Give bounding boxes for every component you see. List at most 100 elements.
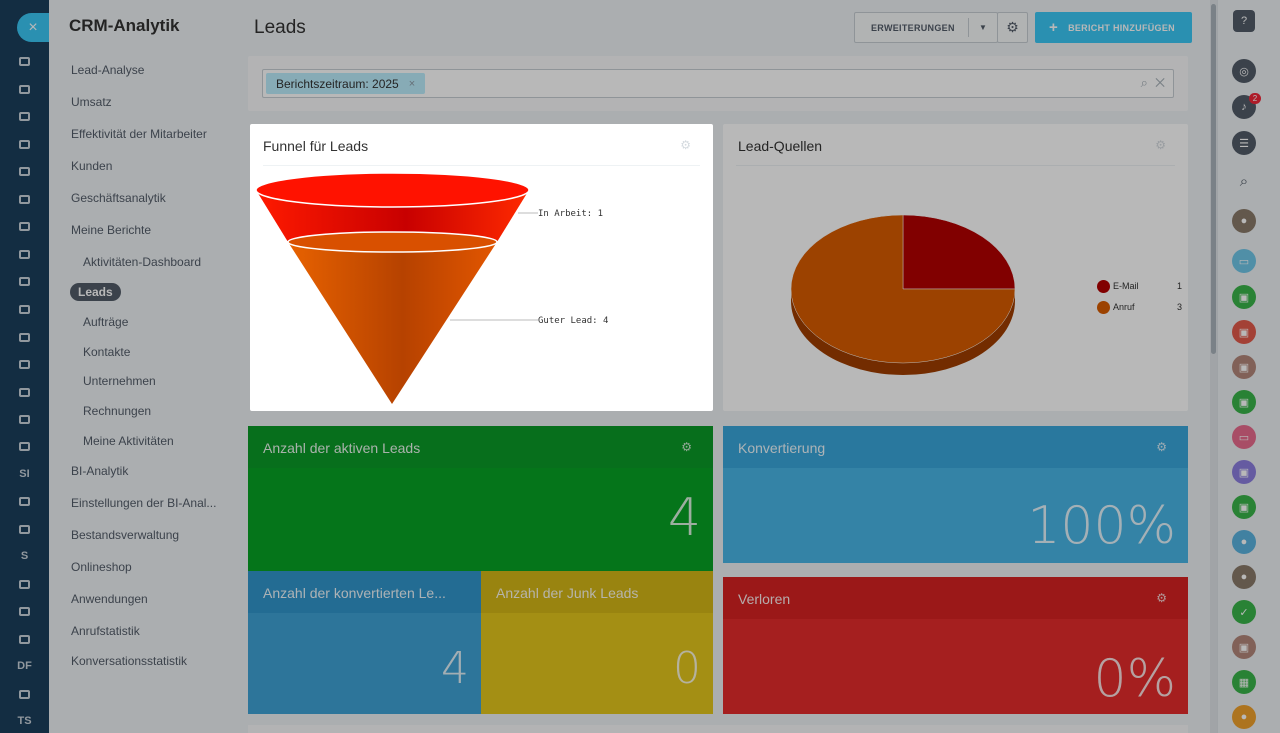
rail-chat-icon[interactable]: [0, 135, 49, 153]
group-icon[interactable]: ●: [1232, 530, 1256, 554]
menu-item-bi-analytik[interactable]: BI-Analytik: [71, 464, 129, 478]
gear-icon[interactable]: ⚙: [1155, 138, 1166, 152]
lock-icon[interactable]: ▣: [1232, 285, 1256, 309]
rail-home-icon[interactable]: [0, 52, 49, 70]
menu-item-geschaeftsanalytik[interactable]: Geschäftsanalytik: [71, 191, 166, 205]
menu-item-umsatz[interactable]: Umsatz: [71, 95, 112, 109]
menu-item-bestandsverwaltung[interactable]: Bestandsverwaltung: [71, 528, 180, 542]
avatar[interactable]: ●: [1232, 209, 1256, 233]
lost-title: Verloren: [738, 591, 791, 607]
check-icon[interactable]: ✓: [1232, 600, 1256, 624]
lock-icon[interactable]: ▣: [1232, 460, 1256, 484]
gear-icon[interactable]: ⚙: [1156, 591, 1167, 605]
gear-icon[interactable]: ⚙: [680, 138, 691, 152]
close-icon[interactable]: ×: [17, 13, 49, 42]
rail-feed-icon[interactable]: [0, 107, 49, 125]
group-icon[interactable]: ●: [1232, 705, 1256, 729]
rail-code-icon[interactable]: [0, 630, 49, 648]
calendar-icon[interactable]: ▦: [1232, 670, 1256, 694]
rail-check-icon[interactable]: [0, 190, 49, 208]
search-icon[interactable]: ⌕: [1140, 75, 1148, 90]
settings-gear-button[interactable]: ⚙: [997, 12, 1028, 43]
rail-mail-icon[interactable]: [0, 492, 49, 510]
page-title: Leads: [254, 17, 306, 38]
search-icon[interactable]: ⌕: [1239, 172, 1249, 190]
gear-icon[interactable]: ⚙: [681, 440, 692, 454]
pie-slice-anruf[interactable]: [790, 214, 1016, 364]
menu-item-aktivitaeten-dashboard[interactable]: Aktivitäten-Dashboard: [83, 255, 202, 269]
lead-sources-pie-chart: [790, 214, 1016, 375]
extensions-button[interactable]: ERWEITERUNGEN ▼: [854, 12, 998, 43]
scrollbar[interactable]: [1210, 0, 1217, 733]
chat-icon[interactable]: ▭: [1232, 249, 1256, 273]
menu-item-effektivitaet[interactable]: Effektivität der Mitarbeiter: [71, 127, 207, 141]
rail-robot-icon[interactable]: [0, 520, 49, 538]
menu-item-konversationsstatistik[interactable]: Konversationsstatistik: [71, 654, 188, 668]
chip-remove-icon[interactable]: ×: [408, 77, 416, 90]
filter-actions: ⌕ ✕: [1141, 75, 1165, 91]
legend-name: E-Mail: [1113, 281, 1139, 291]
legend-name: Anruf: [1113, 302, 1135, 312]
active-leads-tile: Anzahl der aktiven Leads ⚙ 4: [248, 426, 713, 571]
menu-item-kunden[interactable]: Kunden: [71, 159, 113, 173]
rail-sign-icon[interactable]: [0, 410, 49, 428]
rail-market-icon[interactable]: [0, 575, 49, 593]
copilot-icon[interactable]: ◎: [1232, 59, 1256, 83]
rail-ts-icon[interactable]: TS: [17, 715, 32, 727]
rail-users-icon[interactable]: [0, 217, 49, 235]
rail-chart-icon[interactable]: [0, 328, 49, 346]
menu-item-lead-analyse[interactable]: Lead-Analyse: [71, 63, 145, 77]
menu-item-auftraege[interactable]: Aufträge: [83, 315, 129, 329]
gear-icon[interactable]: ⚙: [1156, 440, 1167, 454]
menu-item-kontakte[interactable]: Kontakte: [83, 345, 131, 359]
rail-document-icon[interactable]: [0, 245, 49, 263]
menu-item-rechnungen[interactable]: Rechnungen: [83, 404, 152, 418]
menu-item-anrufstatistik[interactable]: Anrufstatistik: [71, 624, 140, 638]
conversion-title: Konvertierung: [738, 440, 826, 456]
menu-item-meine-berichte[interactable]: Meine Berichte: [71, 223, 152, 237]
notifications-badge: 2: [1249, 93, 1261, 104]
funnel-widget: Funnel für Leads ⚙ In Arbeit: 1 Guter Le…: [250, 124, 713, 411]
menu-item-meine-aktivitaeten[interactable]: Meine Aktivitäten: [83, 434, 174, 448]
rail-bank-icon[interactable]: [0, 602, 49, 620]
menu-title: CRM-Analytik: [69, 16, 180, 35]
rail-crm-icon[interactable]: [0, 272, 49, 290]
conversion-value: 100%: [1027, 496, 1176, 556]
lock-icon[interactable]: ▣: [1232, 390, 1256, 414]
lock-icon[interactable]: ▣: [1232, 635, 1256, 659]
scrollbar-thumb[interactable]: [1211, 4, 1216, 354]
rail-s-icon[interactable]: S: [20, 550, 29, 562]
help-icon[interactable]: ?: [1233, 10, 1255, 32]
tile-header: [723, 426, 1188, 468]
card-icon[interactable]: ▭: [1232, 425, 1256, 449]
rail-si-icon[interactable]: SI: [19, 468, 30, 480]
menu-item-leads[interactable]: Leads: [70, 283, 121, 301]
chevron-down-icon[interactable]: ▼: [979, 23, 987, 32]
rail-calendar-icon[interactable]: [0, 162, 49, 180]
help-label: ?: [1240, 15, 1248, 27]
rail-edit-icon[interactable]: [0, 685, 49, 703]
rail-card-icon[interactable]: [0, 437, 49, 455]
legend-item: E-Mail 1: [1097, 279, 1182, 300]
rail-cart-icon[interactable]: [0, 355, 49, 373]
filter-input[interactable]: Berichtszeitraum: 2025 × ⌕ ✕: [262, 69, 1174, 98]
rail-target-icon[interactable]: [0, 383, 49, 401]
rail-df-icon[interactable]: DF: [17, 660, 32, 672]
lock-icon[interactable]: ▣: [1232, 495, 1256, 519]
filter-chip[interactable]: Berichtszeitraum: 2025 ×: [266, 73, 426, 94]
lock-icon[interactable]: ▣: [1232, 320, 1256, 344]
gear-icon: ⚙: [1006, 19, 1019, 35]
add-report-button[interactable]: + BERICHT HINZUFÜGEN: [1035, 12, 1192, 43]
clear-icon[interactable]: ✕: [1155, 75, 1165, 90]
menu-item-onlineshop[interactable]: Onlineshop: [71, 560, 132, 574]
messages-icon[interactable]: ☰: [1232, 131, 1256, 155]
avatar[interactable]: ●: [1232, 565, 1256, 589]
menu-item-unternehmen[interactable]: Unternehmen: [83, 374, 156, 388]
rail-filter-icon[interactable]: [0, 300, 49, 318]
pie-slice-e-mail[interactable]: [902, 214, 1016, 290]
lock-icon[interactable]: ▣: [1232, 355, 1256, 379]
menu-item-anwendungen[interactable]: Anwendungen: [71, 592, 148, 606]
menu-item-bi-einstellungen[interactable]: Einstellungen der BI-Anal...: [71, 496, 217, 510]
rail-tasks-icon[interactable]: [0, 80, 49, 98]
legend-swatch: [1097, 280, 1110, 293]
